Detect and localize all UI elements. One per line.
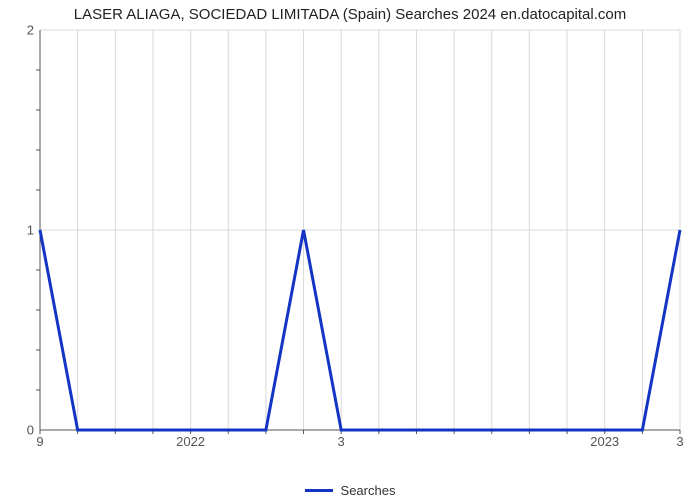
chart-legend: Searches bbox=[0, 483, 700, 498]
plot-area: 01292022320233 bbox=[40, 30, 680, 430]
search-line-chart: LASER ALIAGA, SOCIEDAD LIMITADA (Spain) … bbox=[0, 0, 700, 500]
legend-label: Searches bbox=[341, 483, 396, 498]
y-tick-label: 1 bbox=[27, 223, 34, 238]
legend-swatch bbox=[305, 489, 333, 492]
chart-title: LASER ALIAGA, SOCIEDAD LIMITADA (Spain) … bbox=[0, 6, 700, 23]
chart-svg bbox=[40, 30, 680, 430]
x-tick-label: 9 bbox=[36, 434, 43, 449]
x-tick-label: 3 bbox=[338, 434, 345, 449]
x-tick-label: 3 bbox=[676, 434, 683, 449]
x-tick-label: 2023 bbox=[590, 434, 619, 449]
x-tick-label: 2022 bbox=[176, 434, 205, 449]
y-tick-label: 2 bbox=[27, 23, 34, 38]
y-tick-label: 0 bbox=[27, 423, 34, 438]
